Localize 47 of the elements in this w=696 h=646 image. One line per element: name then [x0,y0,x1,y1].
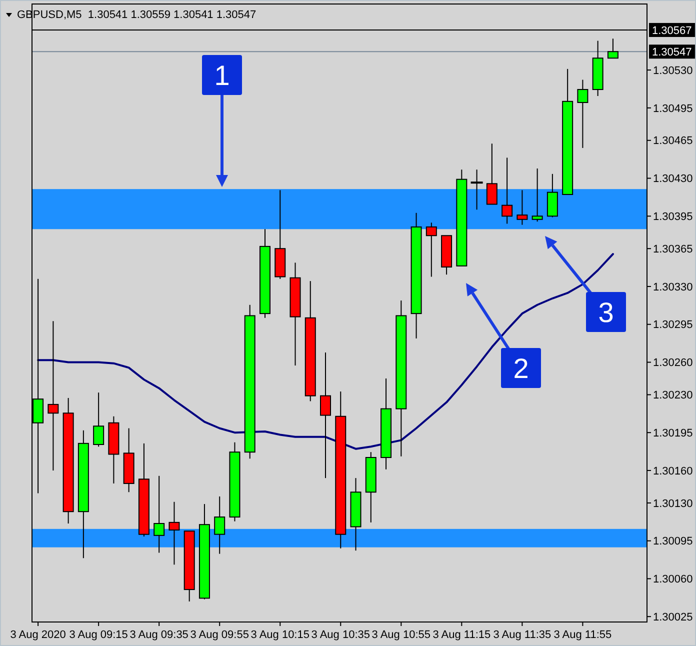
x-tick-label: 3 Aug 10:35 [311,629,370,641]
candlestick [607,38,618,59]
annotation: 3 [598,297,614,328]
y-tick-label: 1.30130 [653,498,693,510]
candlestick [48,320,59,471]
x-tick-label: 3 Aug 09:15 [69,629,128,641]
y-tick-label: 1.30365 [653,243,693,256]
ref-line-label: 1.30547 [652,46,692,58]
x-tick-label: 3 Aug 11:35 [493,629,552,641]
y-tick-label: 1.30495 [653,102,693,115]
y-tick-label: 1.30025 [653,611,693,624]
line-series [37,253,614,450]
candlestick [546,173,558,218]
candlestick [470,169,483,210]
y-tick-label: 1.30530 [653,64,693,77]
y-tick-label: 1.30465 [653,135,693,148]
x-tick-label: 3 Aug 10:15 [250,629,310,641]
x-tick-label: 3 Aug 09:35 [130,629,188,641]
y-tick-label: 1.30160 [653,465,693,478]
annotation: 1 [214,60,230,92]
y-tick-label: 1.30330 [653,281,693,294]
x-tick-label: 3 Aug 11:15 [432,629,491,641]
candlestick [93,392,104,448]
x-tick-label: 3 Aug 2020 [10,629,66,641]
ref-line-label: 1.30567 [652,24,692,37]
candlestick [532,168,543,222]
y-tick-label: 1.30260 [653,357,693,370]
candlestick [516,190,528,226]
candlestick [214,496,226,554]
x-tick-label: 3 Aug 11:55 [554,629,612,641]
x-tick-label: 3 Aug 10:55 [372,629,431,641]
y-tick-label: 1.30095 [653,536,693,548]
y-tick-label: 1.30230 [653,390,693,402]
candlestick [168,501,180,566]
candlestick [154,475,165,554]
candlestick [320,352,332,479]
y-tick-label: 1.30060 [653,574,693,586]
annotation: 2 [513,353,529,384]
y-tick-label: 1.30430 [653,173,693,186]
y-tick-label: 1.30195 [653,427,693,440]
candlestick [502,157,513,224]
x-tick-label: 3 Aug 09:55 [190,629,249,641]
y-tick-label: 1.30295 [653,319,693,332]
candlestick [486,143,498,205]
candlestick [577,79,588,148]
candlestick [426,222,437,278]
y-tick-label: 1.30395 [653,210,693,223]
